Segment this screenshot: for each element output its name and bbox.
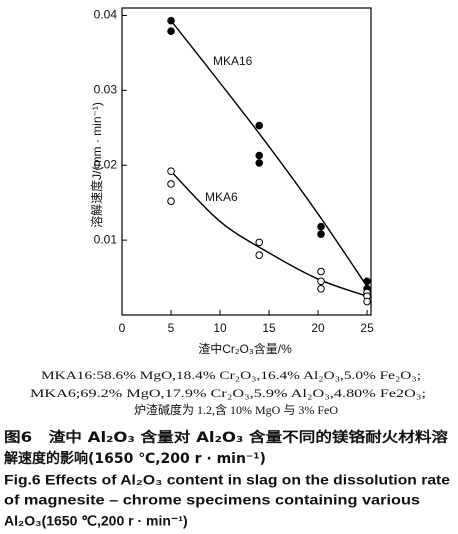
y-tick-label: 0.04 (94, 8, 118, 22)
data-point (317, 267, 325, 276)
y-tick-label: 0.03 (94, 83, 118, 97)
data-point (255, 251, 264, 259)
note: MKA16:58.6% MgO,18.4% Cr₂O₃,16.4% Al₂O₃,… (41, 368, 421, 382)
series-label: MKA16 (213, 54, 253, 68)
note: MKA6;69.2% MgO,17.9% Cr₂O₃,5.9% Al₂O₃,4.… (30, 386, 426, 400)
data-point (363, 277, 371, 286)
data-point (167, 180, 175, 188)
data-point (167, 16, 175, 25)
x-tick-label: 0 (119, 321, 126, 335)
data-point (317, 222, 325, 231)
data-point (167, 167, 175, 176)
data-point (255, 159, 264, 167)
x-tick-label: 10 (213, 321, 227, 335)
data-point (317, 277, 325, 286)
note: 炉渣碱度为 1.2,含 10% MgO 与 3% FeO (134, 402, 338, 417)
data-point (255, 151, 264, 160)
x-tick-label: 5 (168, 321, 175, 335)
data-point (317, 284, 325, 293)
y-tick-label: 0.01 (94, 232, 118, 246)
caption: Al₂O₃(1650 ℃,200 r · min⁻¹) (4, 513, 188, 529)
series-label: MKA6 (205, 190, 238, 204)
caption: Fig.6 Effects of Al₂O₃ content in slag o… (4, 472, 450, 488)
data-point (317, 230, 325, 238)
fit-curve (170, 20, 368, 287)
y-tick-label: 0.02 (94, 157, 118, 171)
x-tick-label: 25 (360, 321, 374, 335)
caption: 图6 渣中 Al₂O₃ 含量对 Al₂O₃ 含量不同的镁铬耐火材料溶 (4, 429, 448, 446)
data-point (255, 121, 264, 130)
y-axis-label: 溶解速度J/(mm · min⁻¹) (89, 102, 104, 228)
plot-frame (121, 7, 372, 316)
x-axis-label: 渣中Cr₂O₃含量/% (198, 341, 292, 356)
x-tick-label: 15 (262, 321, 276, 335)
data-point (167, 197, 175, 205)
data-point (363, 297, 371, 306)
fit-curve (170, 170, 368, 297)
caption: of magnesite – chrome specimens containi… (4, 492, 420, 508)
x-tick-label: 20 (311, 321, 325, 335)
data-point (167, 27, 175, 36)
data-point (255, 238, 264, 247)
caption: 解速度的影响(1650 ℃,200 r · min⁻¹) (4, 450, 266, 467)
